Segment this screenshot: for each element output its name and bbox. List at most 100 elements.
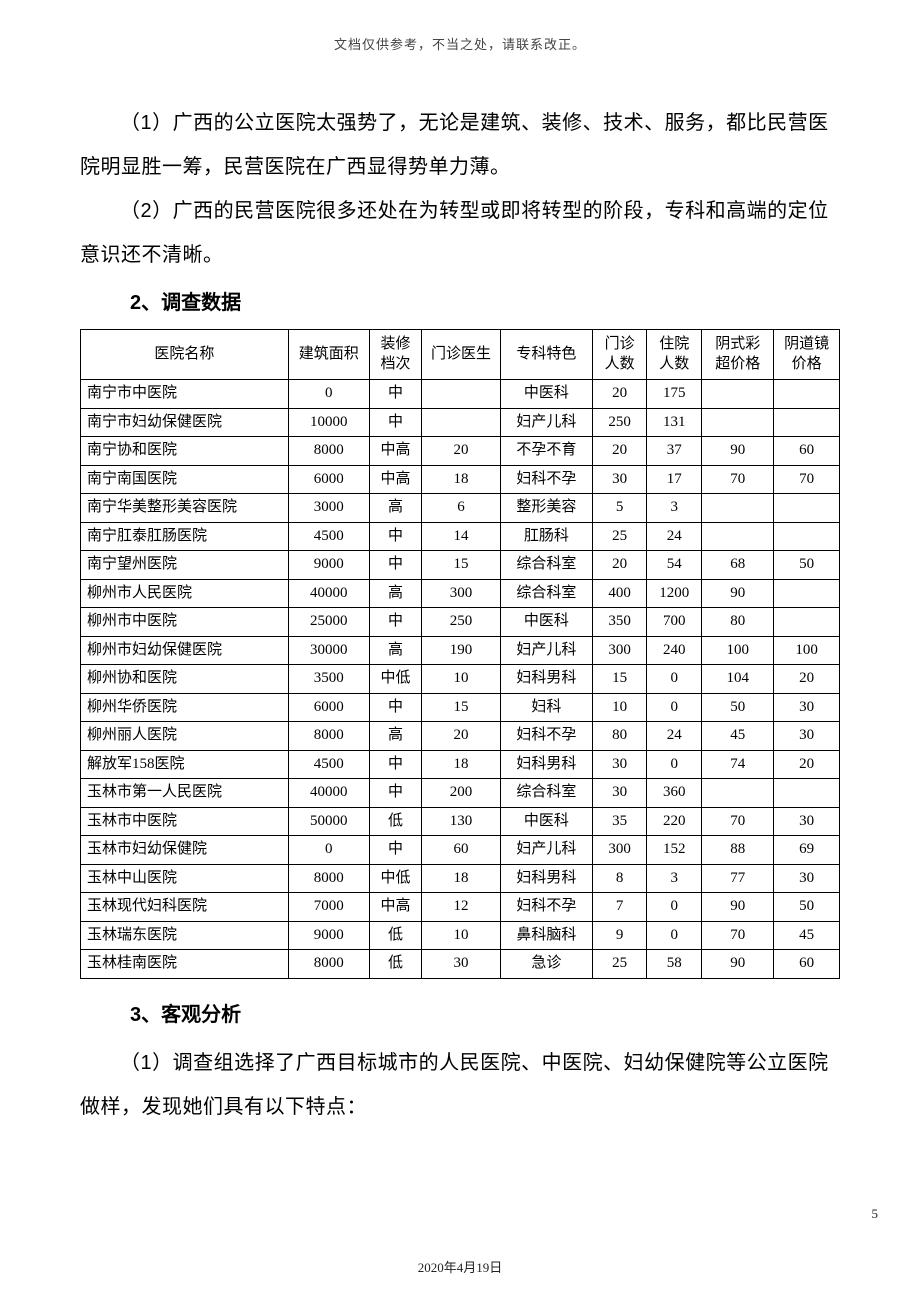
table-cell: 低 (369, 807, 421, 836)
table-cell: 8000 (288, 950, 369, 979)
table-cell: 45 (702, 722, 774, 751)
table-cell (774, 494, 840, 523)
table-cell: 0 (647, 921, 702, 950)
table-cell: 400 (592, 579, 647, 608)
table-cell: 0 (647, 893, 702, 922)
table-cell: 妇科不孕 (500, 465, 592, 494)
table-cell: 30 (422, 950, 501, 979)
table-cell: 50000 (288, 807, 369, 836)
table-cell: 90 (702, 579, 774, 608)
table-cell: 18 (422, 465, 501, 494)
table-cell: 25 (592, 522, 647, 551)
table-cell: 17 (647, 465, 702, 494)
footer-date: 2020年4月19日 (0, 1257, 920, 1276)
table-cell: 30 (592, 465, 647, 494)
table-cell (422, 380, 501, 409)
paragraph-2: （2）广西的民营医院很多还处在为转型或即将转型的阶段，专科和高端的定位意识还不清… (80, 189, 840, 277)
table-header-cell: 装修档次 (369, 330, 421, 380)
table-row: 南宁市妇幼保健医院10000中妇产儿科250131 (81, 408, 840, 437)
table-cell (774, 522, 840, 551)
table-cell: 4500 (288, 522, 369, 551)
table-cell: 鼻科脑科 (500, 921, 592, 950)
table-cell: 南宁华美整形美容医院 (81, 494, 289, 523)
table-cell: 74 (702, 750, 774, 779)
table-cell: 急诊 (500, 950, 592, 979)
table-cell: 60 (774, 950, 840, 979)
table-header-cell: 住院人数 (647, 330, 702, 380)
table-cell: 35 (592, 807, 647, 836)
table-cell: 6000 (288, 465, 369, 494)
table-cell: 50 (702, 693, 774, 722)
table-cell: 低 (369, 921, 421, 950)
table-cell: 152 (647, 836, 702, 865)
table-row: 南宁南国医院6000中高18妇科不孕30177070 (81, 465, 840, 494)
table-cell: 20 (592, 437, 647, 466)
table-cell: 妇产儿科 (500, 408, 592, 437)
table-cell: 700 (647, 608, 702, 637)
page-number: 5 (872, 1206, 879, 1222)
table-cell: 高 (369, 722, 421, 751)
table-cell: 妇产儿科 (500, 836, 592, 865)
table-cell: 24 (647, 722, 702, 751)
table-cell: 高 (369, 579, 421, 608)
table-cell: 中 (369, 836, 421, 865)
table-cell: 90 (702, 893, 774, 922)
table-cell: 90 (702, 950, 774, 979)
table-cell: 9 (592, 921, 647, 950)
table-cell: 88 (702, 836, 774, 865)
table-cell: 300 (592, 836, 647, 865)
table-cell: 南宁肛泰肛肠医院 (81, 522, 289, 551)
table-cell: 175 (647, 380, 702, 409)
table-cell: 8000 (288, 722, 369, 751)
table-cell: 70 (702, 807, 774, 836)
table-cell: 30 (774, 864, 840, 893)
table-header-cell: 医院名称 (81, 330, 289, 380)
table-cell: 20 (422, 722, 501, 751)
table-row: 解放军158医院4500中18妇科男科3007420 (81, 750, 840, 779)
table-cell: 0 (288, 380, 369, 409)
table-cell: 南宁协和医院 (81, 437, 289, 466)
table-header-cell: 阴道镜价格 (774, 330, 840, 380)
table-cell (774, 579, 840, 608)
table-cell: 柳州市人民医院 (81, 579, 289, 608)
table-cell: 50 (774, 893, 840, 922)
table-header-cell: 建筑面积 (288, 330, 369, 380)
table-cell: 1200 (647, 579, 702, 608)
heading-2: 2、调查数据 (80, 281, 840, 325)
table-cell: 玉林市中医院 (81, 807, 289, 836)
table-cell: 妇科男科 (500, 864, 592, 893)
table-row: 玉林桂南医院8000低30急诊25589060 (81, 950, 840, 979)
survey-data-table: 医院名称建筑面积装修档次门诊医生专科特色门诊人数住院人数阴式彩超价格阴道镜价格 … (80, 329, 840, 979)
table-cell: 90 (702, 437, 774, 466)
table-cell: 柳州协和医院 (81, 665, 289, 694)
table-cell: 中 (369, 408, 421, 437)
table-row: 柳州市人民医院40000高300综合科室400120090 (81, 579, 840, 608)
table-cell: 70 (774, 465, 840, 494)
table-cell: 妇科不孕 (500, 722, 592, 751)
header-note: 文档仅供参考，不当之处，请联系改正。 (0, 0, 920, 53)
heading-3: 3、客观分析 (80, 993, 840, 1037)
table-cell: 24 (647, 522, 702, 551)
table-cell: 130 (422, 807, 501, 836)
table-cell: 80 (702, 608, 774, 637)
table-cell: 0 (647, 665, 702, 694)
paragraph-3: （1）调查组选择了广西目标城市的人民医院、中医院、妇幼保健院等公立医院做样，发现… (80, 1041, 840, 1129)
table-header-cell: 门诊人数 (592, 330, 647, 380)
table-cell: 中 (369, 750, 421, 779)
table-row: 玉林市第一人民医院40000中200综合科室30360 (81, 779, 840, 808)
table-cell: 25 (592, 950, 647, 979)
table-cell: 10 (422, 921, 501, 950)
table-cell: 3 (647, 864, 702, 893)
table-cell (702, 380, 774, 409)
table-cell: 40000 (288, 779, 369, 808)
table-cell: 300 (592, 636, 647, 665)
table-row: 柳州丽人医院8000高20妇科不孕80244530 (81, 722, 840, 751)
table-header-row: 医院名称建筑面积装修档次门诊医生专科特色门诊人数住院人数阴式彩超价格阴道镜价格 (81, 330, 840, 380)
table-cell: 20 (592, 551, 647, 580)
table-cell: 7 (592, 893, 647, 922)
table-cell: 中 (369, 693, 421, 722)
table-cell: 20 (774, 750, 840, 779)
table-cell: 南宁望州医院 (81, 551, 289, 580)
table-cell: 8000 (288, 437, 369, 466)
table-cell: 30 (774, 693, 840, 722)
